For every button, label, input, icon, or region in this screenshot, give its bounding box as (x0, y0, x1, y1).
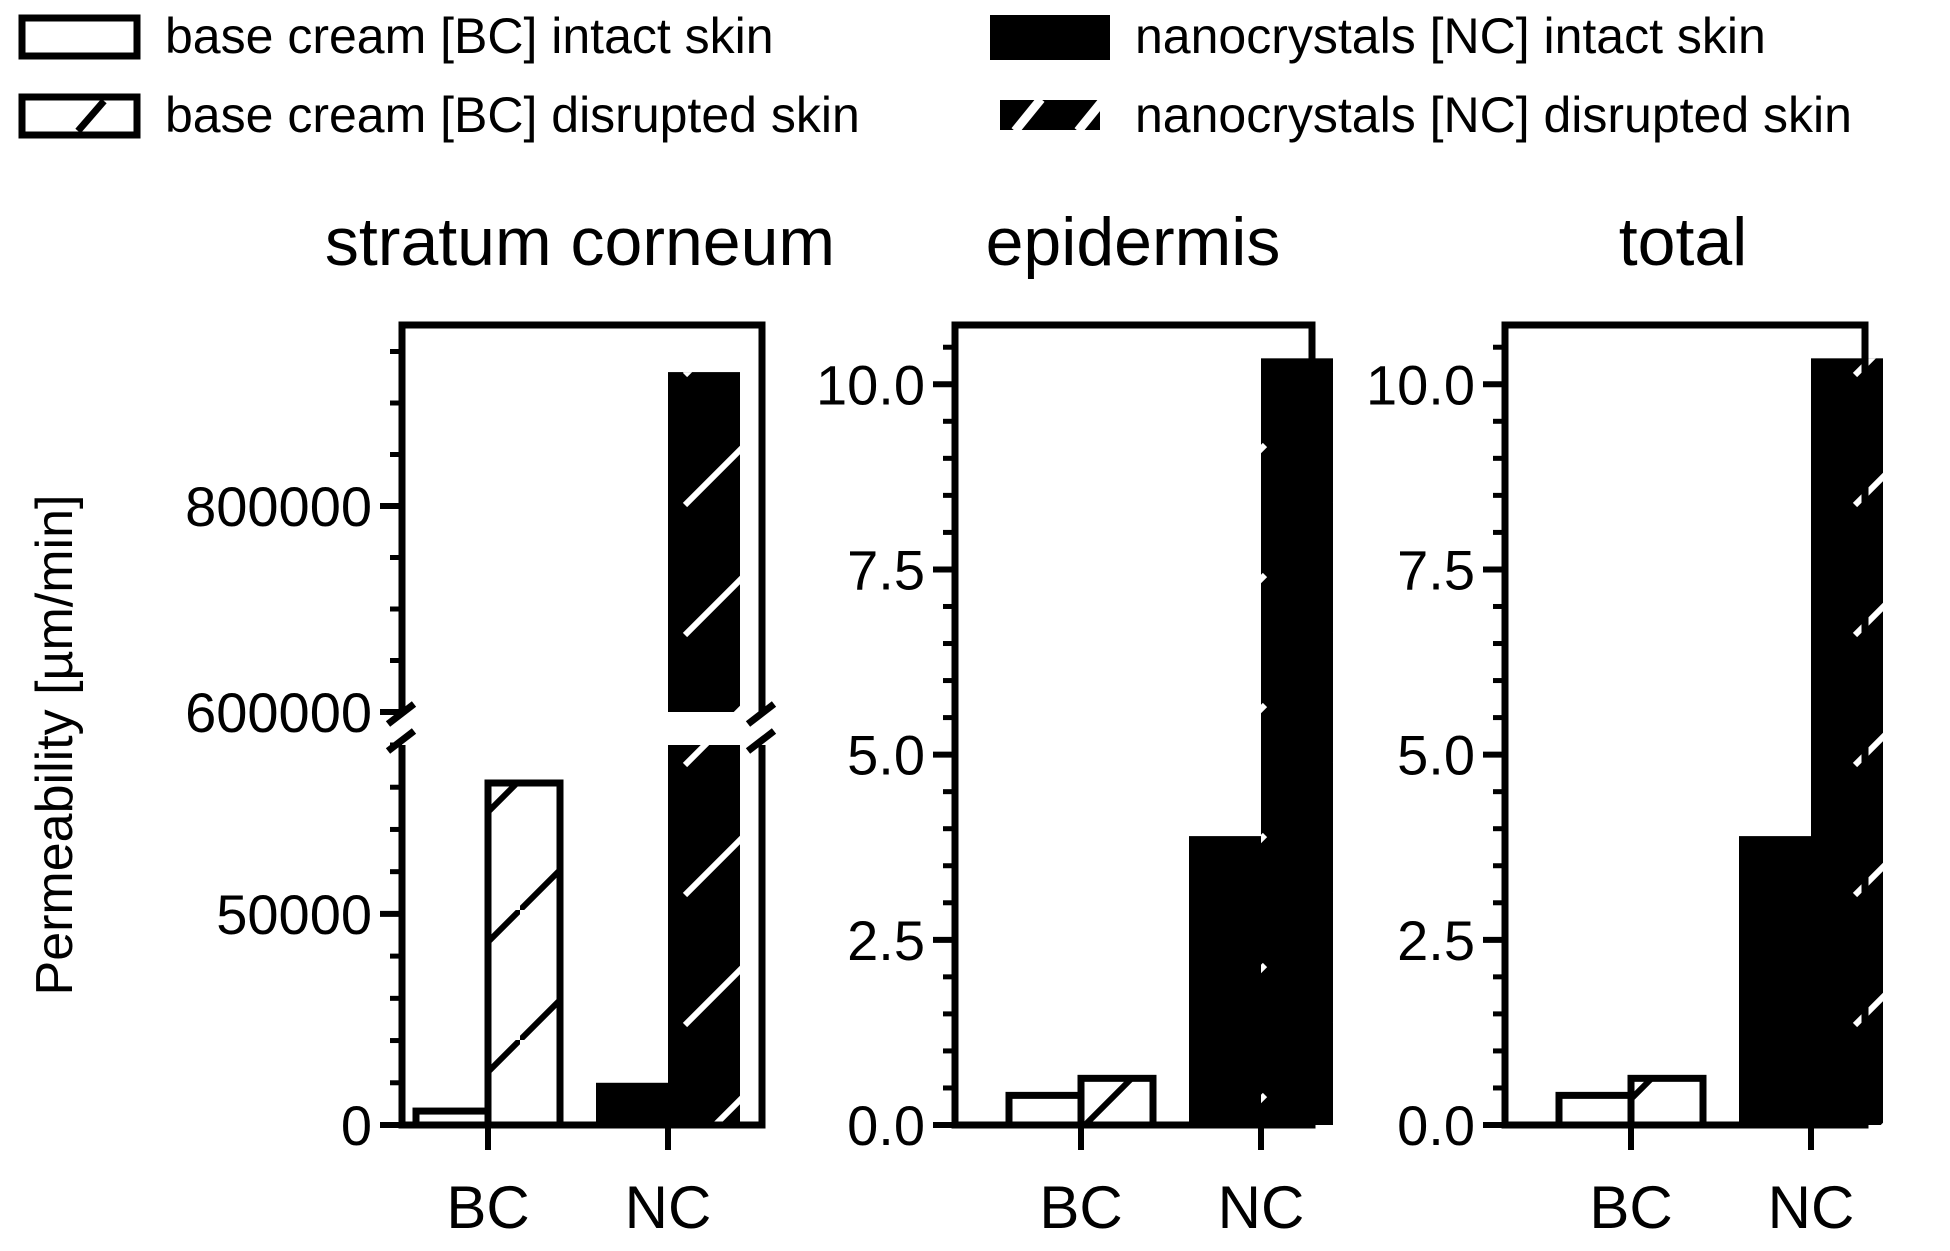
y-tick-label: 7.5 (1397, 538, 1475, 601)
legend-label-bc-intact: base cream [BC] intact skin (165, 8, 774, 64)
y-axis-label: Permeability [µm/min] (26, 495, 84, 996)
legend-swatch-nc-disrupted-hatch-1 (1011, 96, 1045, 134)
legend-swatch-nc-intact (990, 15, 1110, 60)
bar-total-base-cream-bc-disrupted-skin (1627, 1074, 1707, 1129)
plot-frame (1501, 321, 1869, 1129)
bar-total-base-cream-bc-intact-skin (1555, 1091, 1635, 1129)
y-tick-label: 800000 (185, 475, 372, 538)
legend-entry-bc-intact: base cream [BC] intact skin (18, 8, 774, 64)
x-tick-label-bc: BC (446, 1174, 529, 1241)
legend-label-nc-intact: nanocrystals [NC] intact skin (1135, 8, 1766, 64)
panel-title-total: total (1619, 204, 1748, 280)
bar-stratum-corneum-nanocrystals-nc-disrupted-skin-hatch (668, 372, 740, 1126)
bar-epidermis-base-cream-bc-intact-skin (1005, 1091, 1085, 1129)
y-tick-label: 0.0 (847, 1094, 925, 1157)
legend-label-bc-disrupted: base cream [BC] disrupted skin (165, 87, 860, 143)
y-tick-label: 50000 (216, 883, 372, 946)
legend-swatch-bc-disrupted-hatch (75, 98, 107, 134)
bar-total-nanocrystals-nc-disrupted-skin-hatch (1811, 358, 1883, 1125)
axis-break-mark (745, 701, 777, 727)
bar-epidermis-nanocrystals-nc-intact-skin (1189, 836, 1261, 1125)
x-tick-label-bc: BC (1039, 1174, 1122, 1241)
y-tick-label: 600000 (185, 681, 372, 744)
y-tick-label: 10.0 (816, 353, 925, 416)
legend-entry-nc-disrupted: nanocrystals [NC] disrupted skin (1000, 87, 1852, 143)
legend-label-nc-disrupted: nanocrystals [NC] disrupted skin (1135, 87, 1852, 143)
bar-epidermis-nanocrystals-nc-disrupted-skin-hatch (1261, 358, 1333, 1125)
x-tick-label-nc: NC (1218, 1174, 1305, 1241)
panel-stratum-corneum: 0 50000 600000 800000 BC NC (185, 321, 777, 1241)
bar-epidermis-base-cream-bc-disrupted-skin (1077, 1074, 1157, 1129)
x-tick-label-nc: NC (1768, 1174, 1855, 1241)
legend-swatch-bc-intact (18, 14, 141, 60)
axis-break-mark (745, 728, 777, 754)
x-tick-label-bc: BC (1589, 1174, 1672, 1241)
y-tick-label: 0.0 (1397, 1094, 1475, 1157)
bar-stratum-corneum-nanocrystals-nc-intact-skin (596, 1082, 668, 1125)
y-tick-label: 5.0 (1397, 724, 1475, 787)
y-tick-label: 10.0 (1366, 353, 1475, 416)
legend: base cream [BC] intact skin base cream [… (18, 8, 1852, 143)
legend-swatch-nc-disrupted-hatch-2 (1074, 96, 1108, 134)
y-tick-label: 5.0 (847, 724, 925, 787)
y-tick-label: 2.5 (847, 909, 925, 972)
legend-entry-nc-intact: nanocrystals [NC] intact skin (990, 8, 1766, 64)
axis-break-mark (385, 728, 417, 754)
bar-stratum-corneum-base-cream-bc-disrupted-skin (484, 779, 564, 1129)
y-tick-label: 0 (341, 1094, 372, 1157)
bar-total-nanocrystals-nc-intact-skin (1739, 836, 1811, 1125)
plot-frame (951, 321, 1316, 1129)
axis-break-gap (398, 712, 768, 745)
panel-total: 0.0 2.5 5.0 7.5 10.0 BC NC (1366, 321, 1883, 1241)
legend-entry-bc-disrupted: base cream [BC] disrupted skin (18, 87, 860, 143)
y-tick-label: 2.5 (1397, 909, 1475, 972)
panel-epidermis: 0.0 2.5 5.0 7.5 10.0 BC NC (816, 321, 1333, 1241)
x-tick-label-nc: NC (625, 1174, 712, 1241)
y-tick-label: 7.5 (847, 538, 925, 601)
panel-title-epidermis: epidermis (986, 204, 1281, 280)
panel-title-stratum-corneum: stratum corneum (325, 204, 835, 280)
